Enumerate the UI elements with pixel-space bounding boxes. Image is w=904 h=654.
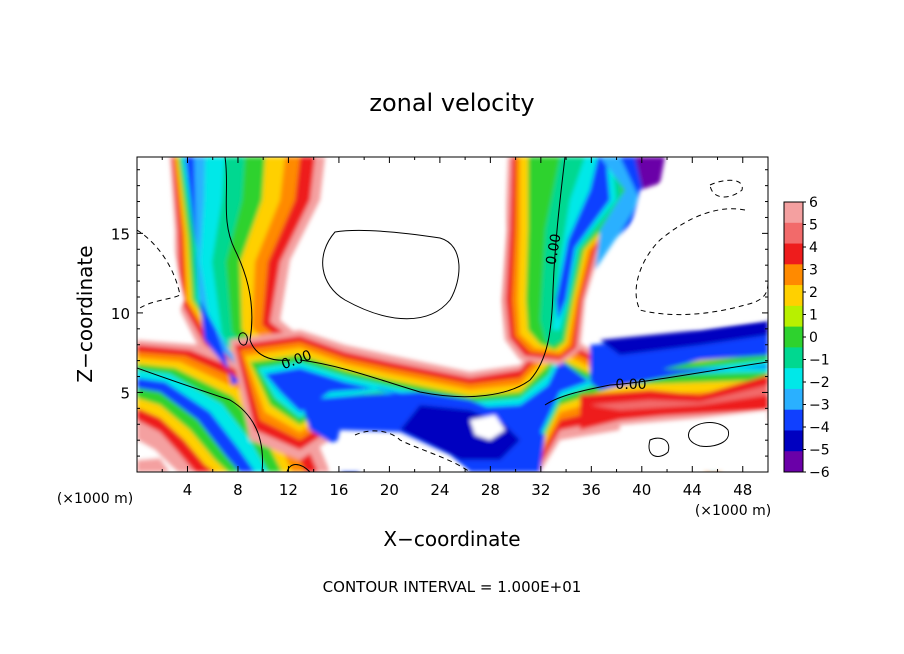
colorbar-swatch xyxy=(784,451,803,473)
x-tick-label: 36 xyxy=(582,481,601,499)
colorbar-swatch xyxy=(784,285,803,307)
colorbar-swatch xyxy=(784,409,803,431)
colorbar: 6 5 4 3 2 1 0 −1 −2 −3 −4 −5 −6 xyxy=(783,195,830,481)
colorbar-tick-label: 3 xyxy=(809,263,818,279)
contour-label-middle: 0.00 xyxy=(543,233,564,266)
colorbar-swatch xyxy=(784,368,803,390)
colorbar-swatch xyxy=(784,347,803,369)
contour-lines xyxy=(137,157,768,472)
colorbar-tick-label: 1 xyxy=(809,308,818,324)
colorbar-tick-label: −6 xyxy=(809,465,830,481)
colorbar-swatch xyxy=(784,264,803,286)
colorbar-tick-label: 0 xyxy=(809,330,818,346)
colorbar-swatch xyxy=(784,202,803,224)
x-axis-label: X−coordinate xyxy=(383,527,520,551)
colorbar-tick-label: 6 xyxy=(809,195,818,211)
contour-interval-note: CONTOUR INTERVAL = 1.000E+01 xyxy=(323,578,582,596)
y-axis-label: Z−coordinate xyxy=(73,245,97,382)
y-tick-label: 10 xyxy=(111,305,130,323)
x-units-right: (×1000 m) xyxy=(695,503,771,519)
x-units-left: (×1000 m) xyxy=(57,491,133,507)
colorbar-tick-label: −4 xyxy=(809,420,830,436)
colorbar-swatch xyxy=(784,326,803,348)
x-axis: 4 8 12 16 20 24 28 32 36 40 44 48 xyxy=(161,157,752,499)
colorbar-swatch xyxy=(784,222,803,245)
x-tick-label: 8 xyxy=(233,481,243,499)
colorbar-tick-label: 2 xyxy=(809,285,818,301)
y-tick-label: 15 xyxy=(111,225,130,243)
x-tick-label: 48 xyxy=(733,481,752,499)
colorbar-tick-label: −1 xyxy=(809,353,830,369)
x-tick-label: 40 xyxy=(632,481,651,499)
x-tick-label: 32 xyxy=(531,481,550,499)
dashed-contours xyxy=(137,179,768,472)
colorbar-tick-label: −2 xyxy=(809,375,830,391)
x-tick-label: 20 xyxy=(380,481,399,499)
x-tick-label: 28 xyxy=(481,481,500,499)
colorbar-tick-label: −5 xyxy=(809,443,830,459)
colorbar-swatch xyxy=(784,430,803,452)
colorbar-tick-label: −3 xyxy=(809,398,830,414)
x-tick-label: 4 xyxy=(183,481,193,499)
contour-label-right: 0.00 xyxy=(615,377,646,393)
colorbar-swatch xyxy=(784,243,803,265)
x-tick-label: 16 xyxy=(329,481,348,499)
x-tick-label: 44 xyxy=(683,481,702,499)
x-tick-label: 24 xyxy=(430,481,449,499)
y-tick-label: 5 xyxy=(120,384,130,402)
colorbar-tick-label: 4 xyxy=(809,240,818,256)
y-axis: 5 10 15 xyxy=(111,169,768,457)
velocity-field xyxy=(137,157,768,472)
plot-frame xyxy=(136,156,769,473)
colorbar-swatch xyxy=(784,305,803,328)
chart-title: zonal velocity xyxy=(369,89,534,117)
x-tick-label: 12 xyxy=(279,481,298,499)
colorbar-swatch xyxy=(784,388,803,411)
colorbar-tick-label: 5 xyxy=(809,218,818,234)
